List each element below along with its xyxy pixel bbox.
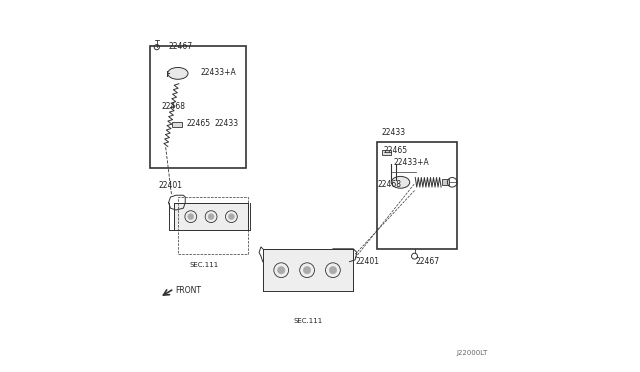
Circle shape (303, 266, 311, 274)
Circle shape (278, 266, 285, 274)
Bar (442, 179, 449, 185)
Ellipse shape (391, 176, 410, 188)
Bar (377, 142, 456, 249)
Text: 22401: 22401 (158, 182, 182, 190)
Text: 22467: 22467 (416, 257, 440, 266)
Ellipse shape (168, 67, 188, 79)
Text: 22465: 22465 (186, 119, 211, 128)
Text: 22433: 22433 (215, 119, 239, 128)
Text: 22433: 22433 (382, 128, 406, 137)
Text: SEC.111: SEC.111 (294, 318, 323, 324)
Text: FRONT: FRONT (175, 286, 201, 295)
Text: 22433+A: 22433+A (394, 157, 429, 167)
Text: 22433+A: 22433+A (200, 68, 236, 77)
Text: 22465: 22465 (383, 147, 408, 155)
Bar (174, 203, 248, 230)
Bar (150, 46, 246, 167)
Circle shape (208, 214, 214, 219)
Text: 22401: 22401 (355, 257, 379, 266)
Text: J22000LT: J22000LT (456, 350, 488, 356)
Text: 22468: 22468 (378, 180, 401, 189)
Bar (263, 249, 353, 291)
Circle shape (228, 214, 234, 219)
Circle shape (329, 266, 337, 274)
Bar (382, 150, 391, 155)
Circle shape (188, 214, 194, 219)
Bar (172, 122, 182, 127)
Text: 22467: 22467 (168, 42, 193, 51)
Text: SEC.111: SEC.111 (189, 262, 218, 268)
Text: 22468: 22468 (162, 102, 186, 111)
